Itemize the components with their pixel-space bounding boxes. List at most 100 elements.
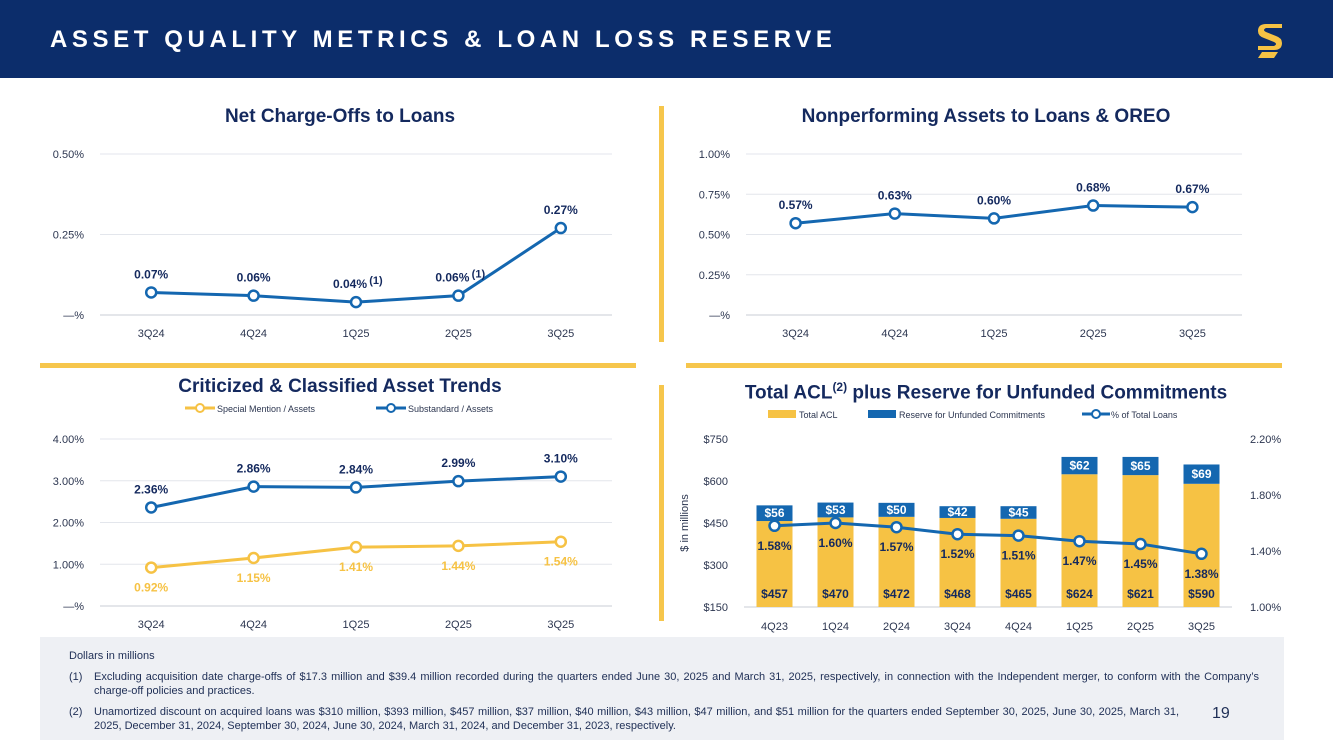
npa-data-label: 0.63% [878, 189, 912, 203]
crit-point [349, 481, 363, 494]
crit-x-tick: 2Q25 [445, 619, 472, 631]
pct-loans-point [1012, 529, 1025, 542]
pct-loans-label: 1.45% [1123, 557, 1157, 571]
npa-data-label: 0.60% [977, 193, 1011, 207]
acl-y-tick: $600 [704, 476, 728, 488]
acl-x-tick: 4Q24 [1005, 621, 1032, 633]
nco-x-tick: 1Q25 [343, 328, 370, 340]
acl-chart: $750 $600 $450 $300 $150 2.20% 1.80% 1.40% 1.00%… [679, 409, 1281, 633]
crit-point [144, 501, 158, 514]
acl-x-tick: 4Q23 [761, 621, 788, 633]
npa-data-label: 0.67% [1175, 182, 1209, 196]
pct-loans-point [951, 527, 964, 541]
npa-y-tick: 0.50% [699, 230, 730, 242]
reserve-legend-swatch [868, 410, 896, 418]
page-number: 19 [1212, 705, 1230, 722]
crit-point [349, 540, 363, 554]
crit-x-tick: 3Q25 [547, 619, 574, 631]
npa-y-tick: 0.75% [699, 189, 730, 201]
acl-bar-label: $465 [1005, 587, 1032, 601]
acl-x-tick: 3Q25 [1188, 621, 1215, 633]
npa-data-label: 0.68% [1076, 181, 1110, 195]
acl-y-tick: $750 [704, 434, 728, 446]
reserve-bar [756, 505, 793, 522]
crit-x-tick: 4Q24 [240, 619, 267, 631]
company-logo-icon [1258, 24, 1282, 58]
acl-title-footnote: (2) [832, 380, 848, 394]
crit-data-label: 1.15% [237, 571, 271, 585]
nco-point [144, 286, 158, 299]
reserve-legend-label: Reserve for Unfunded Commitments [899, 410, 1046, 420]
vertical-divider-bottom [659, 385, 664, 621]
nco-x-tick: 4Q24 [240, 328, 267, 340]
acl-y-tick: $450 [704, 518, 728, 530]
crit-point [554, 535, 568, 548]
acl-x-tick: 1Q24 [822, 621, 849, 633]
crit-data-label: 1.41% [339, 560, 373, 574]
crit-data-label: 2.84% [339, 462, 373, 476]
npa-y-tick: —% [709, 310, 730, 322]
footnote-1-text: Excluding acquisition date charge-offs o… [94, 671, 1259, 697]
nco-y-tick: 0.25% [53, 230, 84, 242]
npa-x-tick: 3Q25 [1179, 328, 1206, 340]
reserve-bar-label: $42 [947, 505, 967, 519]
acl-bar [1183, 483, 1220, 607]
acl-legend-label: Total ACL [799, 410, 838, 420]
crit-x-tick: 3Q24 [138, 619, 165, 631]
pct-loans-label: 1.60% [818, 536, 852, 550]
nco-chart-title: Net Charge-Offs to Loans [224, 106, 456, 127]
nco-chart: 0.50% 0.25% —% 3Q24 4Q24 1Q25 2Q25 3Q25 0.07% 0.0… [53, 149, 612, 340]
npa-x-tick: 1Q25 [981, 328, 1008, 340]
nco-y-tick: —% [63, 310, 84, 322]
nco-data-label: 0.04% [333, 277, 367, 291]
nco-data-label: 0.06% [237, 271, 271, 285]
acl-bar-label: $590 [1188, 587, 1215, 601]
acl-bar [817, 517, 854, 607]
crit-data-label: 3.10% [544, 452, 578, 466]
crit-data-label: 1.44% [441, 559, 475, 573]
npa-point [1086, 199, 1100, 212]
npa-x-tick: 3Q24 [782, 328, 809, 340]
crit-y-tick: 4.00% [53, 434, 84, 446]
npa-y-tick: 1.00% [699, 149, 730, 161]
nco-y-tick: 0.50% [53, 149, 84, 161]
reserve-bar [1000, 506, 1037, 519]
crit-y-tick: —% [63, 601, 84, 613]
footnote-1: (1) Excluding acquisition date charge-of… [69, 670, 1259, 698]
acl-y-tick: $300 [704, 560, 728, 572]
nco-point [452, 289, 465, 302]
nco-x-tick: 3Q24 [138, 328, 165, 340]
pct-loans-label: 1.47% [1062, 554, 1096, 568]
crit-legend-marker [195, 403, 205, 413]
pct-loans-point [1195, 547, 1208, 561]
npa-point [789, 216, 802, 230]
acl-bar-label: $624 [1066, 587, 1093, 601]
acl-y2-tick: 2.20% [1250, 434, 1281, 446]
header-bar: ASSET QUALITY METRICS & LOAN LOSS RESERV… [0, 0, 1333, 78]
pct-loans-point [1073, 534, 1086, 548]
crit-point [144, 561, 158, 574]
npa-chart-title: Nonperforming Assets to Loans & OREO [801, 106, 1171, 127]
acl-y2-tick: 1.80% [1250, 490, 1281, 502]
nco-data-label: 0.07% [134, 267, 168, 281]
footnote-heading: Dollars in millions [69, 650, 155, 662]
acl-x-tick: 2Q25 [1127, 621, 1154, 633]
reserve-bar [1183, 464, 1220, 484]
criticized-chart: 4.00% 3.00% 2.00% 1.00% —% 3Q24 4Q24 1Q25 2Q25 3Q… [53, 403, 612, 631]
crit-data-label: 1.54% [544, 555, 578, 569]
reserve-bar [817, 502, 854, 518]
acl-bar-label: $470 [822, 587, 849, 601]
acl-y-axis-label: $ in millions [679, 494, 691, 552]
acl-title-main: Total ACL [744, 382, 833, 404]
reserve-bar-label: $45 [1008, 506, 1028, 520]
pct-loans-point [768, 519, 781, 533]
pct-loans-label: 1.58% [757, 539, 791, 553]
reserve-bar [878, 502, 915, 517]
acl-chart-title: Total ACL(2) plus Reserve for Unfunded C… [686, 380, 1286, 404]
npa-point [987, 212, 1001, 225]
footnote-2: (2) Unamortized discount on acquired loa… [69, 705, 1179, 733]
crit-legend-label: Special Mention / Assets [217, 404, 316, 414]
npa-y-tick: 0.25% [699, 270, 730, 282]
pct-loans-label: 1.52% [940, 547, 974, 561]
acl-x-tick: 2Q24 [883, 621, 910, 633]
